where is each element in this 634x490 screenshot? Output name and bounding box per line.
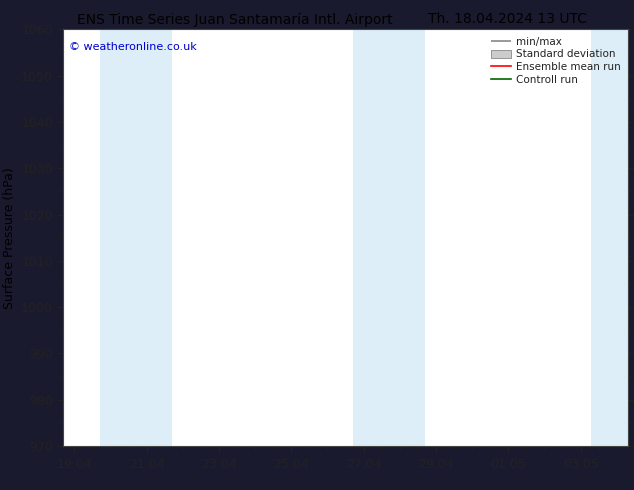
Bar (353, 29, 425, 446)
Text: © weatheronline.co.uk: © weatheronline.co.uk (69, 42, 197, 52)
Bar (100, 29, 172, 446)
Text: ENS Time Series Juan Santamaría Intl. Airport: ENS Time Series Juan Santamaría Intl. Ai… (77, 12, 392, 27)
Y-axis label: Surface Pressure (hPa): Surface Pressure (hPa) (3, 167, 16, 309)
Bar (592, 29, 628, 446)
Text: Th. 18.04.2024 13 UTC: Th. 18.04.2024 13 UTC (428, 12, 586, 26)
Legend: min/max, Standard deviation, Ensemble mean run, Controll run: min/max, Standard deviation, Ensemble me… (489, 35, 623, 87)
